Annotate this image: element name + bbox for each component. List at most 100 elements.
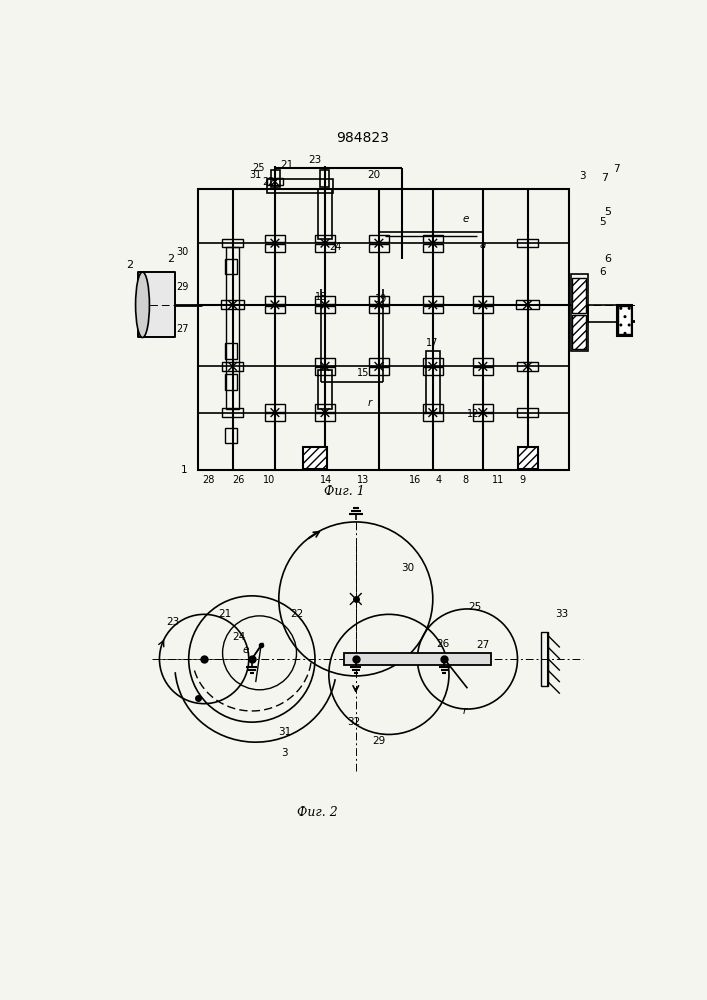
Bar xyxy=(271,170,281,187)
Text: 24: 24 xyxy=(329,242,341,252)
Bar xyxy=(369,235,389,242)
Bar xyxy=(225,374,238,389)
Bar xyxy=(426,351,440,413)
Bar xyxy=(516,300,539,309)
Text: Фиг. 1: Фиг. 1 xyxy=(324,485,365,498)
Bar xyxy=(572,278,586,312)
Text: 15: 15 xyxy=(357,368,370,378)
Bar xyxy=(222,362,243,371)
Bar xyxy=(423,235,443,242)
Bar xyxy=(617,305,632,336)
Text: 32: 32 xyxy=(347,717,360,727)
Bar xyxy=(473,296,493,304)
Bar xyxy=(221,300,244,309)
Bar xyxy=(369,244,389,252)
Bar xyxy=(517,362,538,371)
Text: 20: 20 xyxy=(367,170,380,180)
Text: 22: 22 xyxy=(290,609,303,619)
Text: 26: 26 xyxy=(436,639,450,649)
Text: 8: 8 xyxy=(462,475,468,485)
Text: 29: 29 xyxy=(176,282,189,292)
Bar xyxy=(225,428,238,443)
Bar xyxy=(315,244,335,252)
Bar xyxy=(225,259,238,274)
Bar xyxy=(517,239,538,247)
Bar xyxy=(473,367,493,375)
Text: 22: 22 xyxy=(262,177,275,187)
Text: 984823: 984823 xyxy=(337,131,389,145)
Bar xyxy=(265,235,285,242)
Text: 33: 33 xyxy=(556,609,568,619)
Bar xyxy=(572,315,586,349)
Bar xyxy=(265,306,285,313)
Text: 6: 6 xyxy=(600,267,607,277)
Bar xyxy=(517,408,538,417)
Text: 25: 25 xyxy=(252,163,264,173)
Bar xyxy=(315,413,335,421)
Text: 26: 26 xyxy=(233,475,245,485)
Text: 24: 24 xyxy=(232,632,245,642)
Text: 27: 27 xyxy=(176,324,189,334)
Bar xyxy=(618,306,631,334)
Bar xyxy=(423,358,443,366)
Bar xyxy=(423,413,443,421)
Bar xyxy=(198,189,569,470)
Text: 7: 7 xyxy=(613,164,619,174)
Text: 27: 27 xyxy=(477,640,489,650)
Text: 3: 3 xyxy=(281,748,288,758)
Text: 5: 5 xyxy=(600,217,607,227)
Text: 25: 25 xyxy=(469,602,481,612)
Bar xyxy=(541,632,549,686)
Text: e: e xyxy=(243,645,249,655)
Text: 5: 5 xyxy=(604,207,611,217)
Text: 12: 12 xyxy=(467,409,480,419)
Text: 10: 10 xyxy=(263,475,275,485)
Text: 3: 3 xyxy=(580,171,586,181)
Text: 23: 23 xyxy=(167,617,180,627)
Bar xyxy=(473,358,493,366)
Text: Фиг. 2: Фиг. 2 xyxy=(297,806,338,820)
Text: 14: 14 xyxy=(320,475,333,485)
Bar xyxy=(315,404,335,412)
Text: 31: 31 xyxy=(279,727,291,737)
Text: 1: 1 xyxy=(181,465,187,475)
Text: 21: 21 xyxy=(218,609,231,619)
Text: 29: 29 xyxy=(373,736,385,746)
Text: a: a xyxy=(479,240,486,250)
Text: 6: 6 xyxy=(604,254,611,264)
Text: 30: 30 xyxy=(177,247,189,257)
Bar xyxy=(318,370,332,409)
Text: 19: 19 xyxy=(375,294,387,304)
Text: 18: 18 xyxy=(315,292,327,302)
Bar xyxy=(138,272,175,337)
Bar xyxy=(222,239,243,247)
Bar xyxy=(303,447,327,469)
Text: e: e xyxy=(462,214,469,224)
Text: 2: 2 xyxy=(127,260,134,270)
Bar xyxy=(267,178,283,185)
Text: 21: 21 xyxy=(281,160,294,170)
Bar xyxy=(423,404,443,412)
Bar xyxy=(320,170,329,187)
Bar xyxy=(423,244,443,252)
Bar xyxy=(473,306,493,313)
Text: 31: 31 xyxy=(250,170,262,180)
Bar xyxy=(265,244,285,252)
Bar xyxy=(369,367,389,375)
Text: 30: 30 xyxy=(402,563,415,573)
Text: r: r xyxy=(462,706,467,716)
Bar xyxy=(571,274,588,351)
Bar xyxy=(369,296,389,304)
Bar xyxy=(226,247,239,409)
Text: 28: 28 xyxy=(201,475,214,485)
Bar xyxy=(588,305,617,322)
Bar xyxy=(315,296,335,304)
Bar xyxy=(315,235,335,242)
Bar xyxy=(423,367,443,375)
Text: 23: 23 xyxy=(308,155,322,165)
Bar xyxy=(225,343,238,359)
Text: 17: 17 xyxy=(426,338,438,348)
Text: 11: 11 xyxy=(492,475,504,485)
Text: 16: 16 xyxy=(409,475,421,485)
Bar xyxy=(315,306,335,313)
